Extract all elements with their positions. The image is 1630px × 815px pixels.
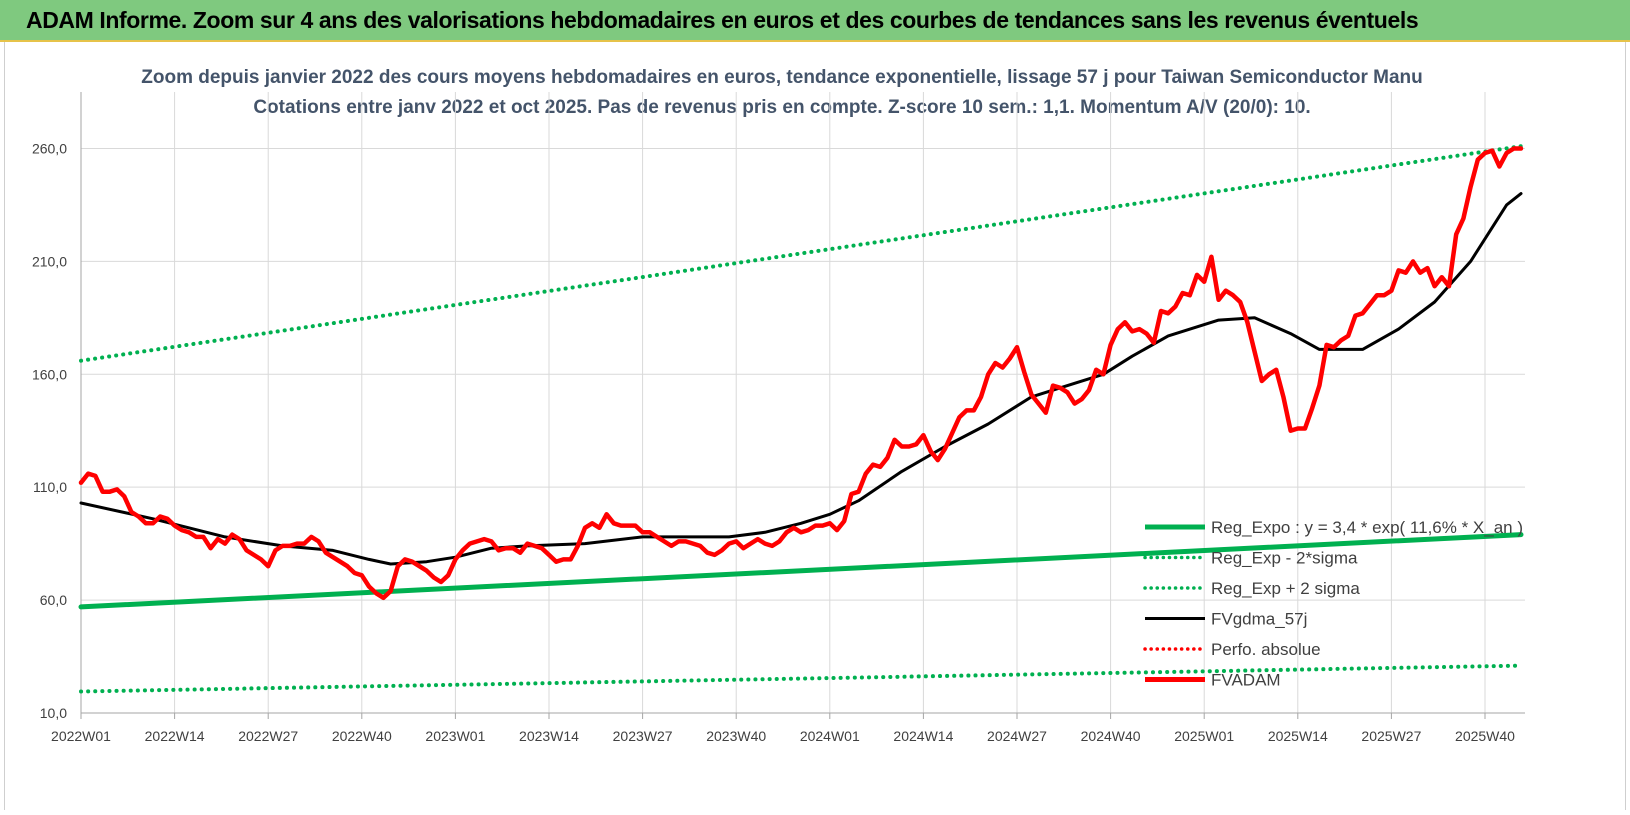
x-tick-label: 2025W40 (1455, 728, 1515, 744)
x-tick-label: 2023W40 (706, 728, 766, 744)
gridlines (81, 92, 1525, 713)
plot-area (78, 144, 1524, 694)
y-tick-labels: 10,0 60,0 110,0 160,0 210,0 260,0 (32, 140, 67, 721)
x-tick-label: 2022W01 (51, 728, 111, 744)
y-tick-label: 260,0 (32, 140, 67, 156)
legend-label-fvadam: FVADAM (1211, 671, 1281, 690)
chart-subtitle: Cotations entre janv 2022 et oct 2025. P… (253, 97, 1310, 118)
x-tick-label: 2024W40 (1081, 728, 1141, 744)
legend-label-reg-expo-y-3-4-exp-11-6-x-an: Reg_Expo : y = 3,4 * exp( 11,6% * X_an ) (1211, 518, 1523, 537)
axes (80, 92, 1525, 719)
x-tick-labels: 2022W01 2022W14 2022W27 2022W40 2023W01 2023W… (51, 728, 1515, 744)
x-tick-label: 2023W27 (613, 728, 673, 744)
banner-title: ADAM Informe. Zoom sur 4 ans des valoris… (26, 7, 1419, 33)
x-tick-label: 2025W27 (1361, 728, 1421, 744)
y-tick-label: 210,0 (32, 253, 67, 269)
legend-label-perfo-absolue: Perfo. absolue (1211, 640, 1321, 659)
legend-label-reg-exp-2-sigma: Reg_Exp + 2 sigma (1211, 579, 1360, 598)
chart-legend: Reg_Expo : y = 3,4 * exp( 11,6% * X_an )… (1143, 518, 1523, 690)
chart-frame: Zoom depuis janvier 2022 des cours moyen… (4, 42, 1626, 810)
x-tick-label: 2023W01 (425, 728, 485, 744)
x-tick-label: 2022W14 (145, 728, 205, 744)
series-line-reg-expo-y-3-4-exp-11-6-x-an (78, 532, 1524, 610)
y-tick-label: 10,0 (40, 705, 67, 721)
report-banner: ADAM Informe. Zoom sur 4 ans des valoris… (0, 0, 1630, 42)
series-line-fvadam (78, 146, 1524, 601)
x-tick-label: 2022W27 (238, 728, 298, 744)
x-tick-label: 2024W27 (987, 728, 1047, 744)
series-line-reg-exp-2-sigma (79, 663, 1523, 694)
legend-label-reg-exp-2-sigma: Reg_Exp - 2*sigma (1211, 549, 1358, 568)
x-tick-label: 2024W14 (893, 728, 953, 744)
y-tick-label: 110,0 (33, 479, 67, 495)
legend-label-fvgdma-57j: FVgdma_57j (1211, 610, 1307, 629)
x-tick-label: 2025W14 (1268, 728, 1328, 744)
x-tick-label: 2022W40 (332, 728, 392, 744)
series-line-fvgdma-57j (79, 192, 1523, 566)
chart-title: Zoom depuis janvier 2022 des cours moyen… (141, 67, 1422, 88)
series-line-reg-exp-2-sigma (79, 144, 1523, 363)
x-tick-label: 2025W01 (1174, 728, 1234, 744)
line-chart: Zoom depuis janvier 2022 des cours moyen… (32, 67, 1525, 744)
y-tick-label: 160,0 (32, 366, 67, 382)
x-tick-label: 2023W14 (519, 728, 579, 744)
y-tick-label: 60,0 (40, 592, 67, 608)
x-tick-label: 2024W01 (800, 728, 860, 744)
